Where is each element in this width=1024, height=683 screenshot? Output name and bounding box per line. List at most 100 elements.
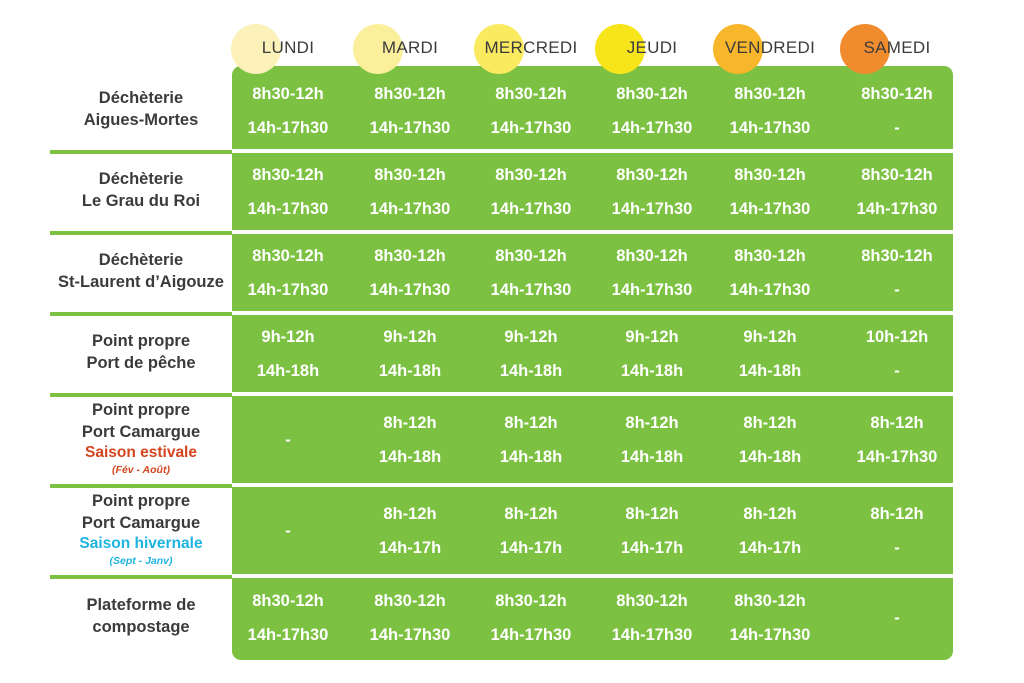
hours-text: 8h30-12h bbox=[495, 247, 567, 265]
hours-text: 8h-12h bbox=[504, 505, 558, 523]
hours-cell-mardi: 8h30-12h 14h-17h30 bbox=[350, 77, 470, 145]
hours-text: 8h30-12h bbox=[252, 166, 324, 184]
hours-text: 8h30-12h bbox=[734, 592, 806, 610]
hours-cell-vendredi: 8h30-12h 14h-17h30 bbox=[710, 239, 830, 307]
hours-text: 14h-17h30 bbox=[369, 626, 451, 644]
hours-text: 8h-12h bbox=[383, 505, 437, 523]
row-separator-left bbox=[50, 231, 232, 235]
hours-text: 8h30-12h bbox=[495, 592, 567, 610]
hours-cell-jeudi: 8h30-12h 14h-17h30 bbox=[592, 77, 712, 145]
hours-cell-lundi: 8h30-12h 14h-17h30 bbox=[228, 77, 348, 145]
row-separator-left bbox=[50, 484, 232, 488]
hours-text: 14h-18h bbox=[256, 362, 320, 380]
site-label: Point propre Port Camargue Saison hivernal… bbox=[50, 490, 232, 568]
hours-cell-lundi: - bbox=[228, 423, 348, 457]
hours-cell-jeudi: 8h30-12h 14h-17h30 bbox=[592, 158, 712, 226]
hours-text: 14h-17h30 bbox=[611, 200, 693, 218]
hours-text: 14h-17h30 bbox=[369, 200, 451, 218]
hours-text: 14h-17h30 bbox=[611, 119, 693, 137]
site-label: Déchèterie Le Grau du Roi bbox=[50, 168, 232, 212]
hours-text: 8h30-12h bbox=[734, 166, 806, 184]
site-name-line: Déchèterie bbox=[98, 170, 184, 188]
hours-text: 14h-17h30 bbox=[369, 281, 451, 299]
hours-text: - bbox=[285, 431, 291, 449]
day-label: MARDI bbox=[381, 38, 439, 57]
hours-text: 8h-12h bbox=[870, 414, 924, 432]
hours-text: 8h30-12h bbox=[616, 247, 688, 265]
day-label: VENDREDI bbox=[724, 38, 816, 57]
season-period: (Fév - Août) bbox=[112, 464, 170, 476]
hours-text: 8h30-12h bbox=[616, 85, 688, 103]
hours-text: 14h-17h30 bbox=[611, 281, 693, 299]
day-color-dot bbox=[595, 24, 645, 74]
hours-cell-mardi: 9h-12h 14h-18h bbox=[350, 320, 470, 388]
site-name-line: Le Grau du Roi bbox=[81, 192, 201, 210]
day-label: SAMEDI bbox=[863, 38, 931, 57]
row-separator bbox=[50, 392, 953, 396]
hours-text: 8h30-12h bbox=[861, 247, 933, 265]
hours-cell-mardi: 8h30-12h 14h-17h30 bbox=[350, 158, 470, 226]
site-label: Plateforme de compostage bbox=[50, 594, 232, 638]
site-name-line: Point propre bbox=[91, 332, 191, 350]
day-color-dot bbox=[840, 24, 890, 74]
hours-text: 8h30-12h bbox=[861, 166, 933, 184]
hours-text: 14h-17h30 bbox=[490, 119, 572, 137]
hours-text: 14h-17h bbox=[620, 539, 684, 557]
hours-text: 14h-17h30 bbox=[729, 119, 811, 137]
hours-text: 14h-18h bbox=[620, 448, 684, 466]
row-separator bbox=[50, 311, 953, 315]
day-header-samedi: SAMEDI bbox=[840, 24, 952, 74]
site-name-line: Point propre bbox=[91, 492, 191, 510]
site-name-line: Point propre bbox=[91, 401, 191, 419]
site-name-line: Plateforme de bbox=[86, 596, 196, 614]
season-label: Saison estivale bbox=[84, 444, 197, 461]
hours-text: 8h-12h bbox=[504, 414, 558, 432]
hours-text: 9h-12h bbox=[383, 328, 437, 346]
hours-text: 9h-12h bbox=[625, 328, 679, 346]
hours-text: 14h-17h30 bbox=[369, 119, 451, 137]
hours-text: 14h-18h bbox=[738, 448, 802, 466]
hours-text: 8h-12h bbox=[743, 414, 797, 432]
site-name-line: Déchèterie bbox=[98, 89, 184, 107]
hours-text: 14h-17h30 bbox=[490, 200, 572, 218]
site-label: Déchèterie St-Laurent d’Aigouze bbox=[50, 249, 232, 293]
site-name-line: St-Laurent d’Aigouze bbox=[58, 273, 224, 291]
hours-text: 14h-17h bbox=[378, 539, 442, 557]
hours-cell-samedi: 10h-12h - bbox=[837, 320, 957, 388]
day-header-lundi: LUNDI bbox=[231, 24, 343, 74]
hours-text: 8h30-12h bbox=[861, 85, 933, 103]
row-separator-left bbox=[50, 150, 232, 154]
day-color-dot bbox=[474, 24, 524, 74]
hours-text: 8h-12h bbox=[870, 505, 924, 523]
day-header-jeudi: JEUDI bbox=[595, 24, 707, 74]
row-separator-left bbox=[50, 312, 232, 316]
hours-background bbox=[232, 66, 953, 660]
hours-text: 14h-17h30 bbox=[490, 281, 572, 299]
hours-text: 9h-12h bbox=[504, 328, 558, 346]
hours-cell-mercredi: 8h-12h 14h-17h bbox=[471, 497, 591, 565]
hours-cell-vendredi: 8h30-12h 14h-17h30 bbox=[710, 77, 830, 145]
hours-cell-mardi: 8h-12h 14h-17h bbox=[350, 497, 470, 565]
site-label: Point propre Port de pêche bbox=[50, 330, 232, 374]
hours-text: 8h30-12h bbox=[252, 247, 324, 265]
hours-text: - bbox=[894, 539, 900, 557]
hours-text: 14h-17h30 bbox=[856, 200, 938, 218]
site-name-line: Port de pêche bbox=[86, 354, 196, 372]
hours-text: 14h-18h bbox=[378, 448, 442, 466]
site-label: Déchèterie Aigues-Mortes bbox=[50, 87, 232, 131]
hours-text: 14h-17h30 bbox=[247, 281, 329, 299]
hours-text: 8h30-12h bbox=[374, 592, 446, 610]
hours-text: 14h-17h30 bbox=[729, 281, 811, 299]
hours-cell-mardi: 8h30-12h 14h-17h30 bbox=[350, 584, 470, 652]
hours-cell-samedi: 8h30-12h - bbox=[837, 77, 957, 145]
hours-text: 14h-18h bbox=[499, 448, 563, 466]
hours-cell-vendredi: 8h-12h 14h-18h bbox=[710, 406, 830, 474]
hours-cell-vendredi: 9h-12h 14h-18h bbox=[710, 320, 830, 388]
hours-text: 14h-17h30 bbox=[247, 200, 329, 218]
hours-text: 14h-18h bbox=[620, 362, 684, 380]
hours-cell-jeudi: 8h-12h 14h-17h bbox=[592, 497, 712, 565]
site-name-line: Aigues-Mortes bbox=[83, 111, 199, 129]
hours-text: 14h-18h bbox=[738, 362, 802, 380]
hours-cell-mercredi: 8h30-12h 14h-17h30 bbox=[471, 158, 591, 226]
hours-text: 9h-12h bbox=[743, 328, 797, 346]
